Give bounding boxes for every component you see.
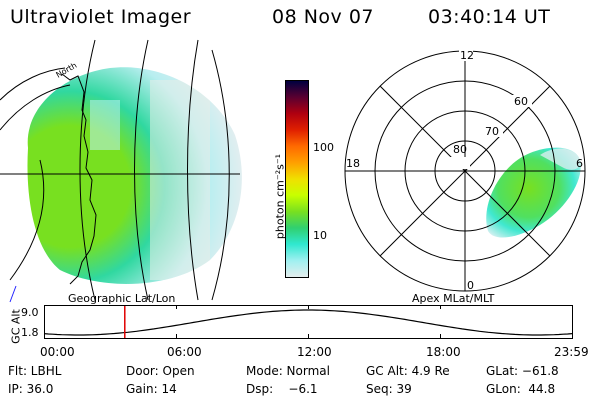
timeline-xtick-1800: 18:00 bbox=[426, 345, 461, 359]
seq-value: Seq: 39 bbox=[366, 382, 412, 396]
mlt-label-18: 18 bbox=[346, 157, 360, 170]
glat-value: GLat: −61.8 bbox=[486, 364, 559, 378]
coastline bbox=[61, 73, 97, 285]
colorbar-unit-label: photon cm⁻²s⁻¹ bbox=[273, 153, 287, 240]
gc-alt-value: GC Alt: 4.9 Re bbox=[366, 364, 450, 378]
date-label: 08 Nov 07 bbox=[272, 6, 375, 28]
colorbar bbox=[285, 80, 309, 278]
mlat-label-60: 60 bbox=[514, 95, 528, 108]
colorbar-tick-10: 10 bbox=[313, 229, 327, 242]
timeline-ytick-9: 9.0 bbox=[21, 306, 39, 319]
glon-value: GLon: 44.8 bbox=[486, 382, 556, 396]
colorbar-tick-100: 100 bbox=[313, 141, 334, 154]
ip-value: IP: 36.0 bbox=[8, 382, 54, 396]
geographic-image-panel[interactable]: North bbox=[0, 39, 260, 303]
gain-value: Gain: 14 bbox=[126, 382, 177, 396]
timeline-xtick-2359: 23:59 bbox=[554, 345, 589, 359]
lat-lon-grid bbox=[0, 39, 240, 301]
polar-grid bbox=[344, 50, 586, 292]
mlat-label-70: 70 bbox=[485, 125, 499, 138]
geographic-caption: Geographic Lat/Lon bbox=[68, 292, 176, 305]
timeline-ytick-1-8: 1.8 bbox=[21, 326, 39, 339]
mlt-label-6: 6 bbox=[576, 157, 583, 170]
polar-aurora-oval bbox=[486, 147, 581, 238]
polar-mlat-mlt-panel[interactable]: 12 0 18 6 60 70 80 bbox=[340, 45, 590, 295]
flt-filter: Flt: LBHL bbox=[8, 364, 62, 378]
mlat-label-80: 80 bbox=[453, 143, 467, 156]
window-title: Ultraviolet Imager bbox=[10, 6, 192, 28]
time-label: 03:40:14 UT bbox=[428, 6, 551, 28]
timeline-xtick-0000: 00:00 bbox=[40, 345, 75, 359]
altitude-curve bbox=[43, 309, 573, 336]
mode-status: Mode: Normal bbox=[246, 364, 330, 378]
mlt-label-0: 0 bbox=[467, 279, 474, 292]
polar-caption: Apex MLat/MLT bbox=[412, 292, 495, 305]
door-status: Door: Open bbox=[126, 364, 195, 378]
timeline-xtick-1200: 12:00 bbox=[297, 345, 332, 359]
timeline-xtick-0600: 06:00 bbox=[167, 345, 202, 359]
altitude-timeline[interactable] bbox=[43, 305, 573, 339]
mlt-label-12: 12 bbox=[460, 49, 474, 62]
dsp-value: Dsp: −6.1 bbox=[246, 382, 318, 396]
